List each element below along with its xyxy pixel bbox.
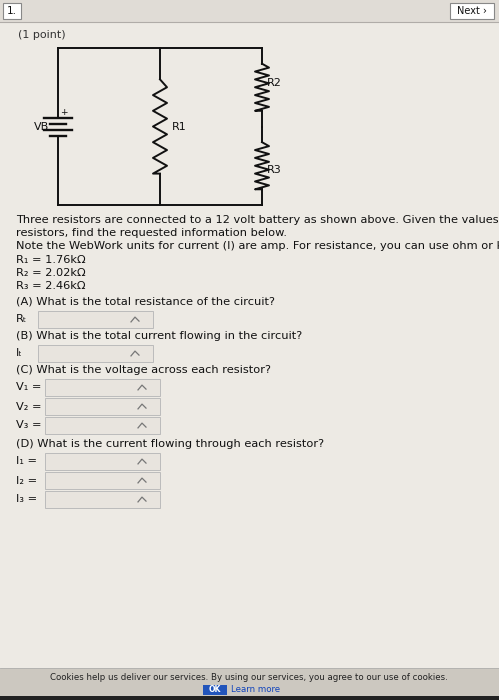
Bar — [0, 696, 499, 700]
Text: V₃ =: V₃ = — [16, 421, 41, 430]
Text: V₂ =: V₂ = — [16, 402, 41, 412]
Text: R3: R3 — [267, 164, 282, 175]
Text: I₂ =: I₂ = — [16, 475, 37, 486]
Text: R₁ = 1.76kΩ: R₁ = 1.76kΩ — [16, 255, 86, 265]
Bar — [45, 472, 160, 489]
Text: +: + — [60, 108, 68, 117]
Text: (C) What is the voltage across each resistor?: (C) What is the voltage across each resi… — [16, 365, 271, 375]
Text: Next ›: Next › — [457, 6, 487, 16]
Bar — [45, 379, 160, 396]
Bar — [0, 0, 499, 22]
Text: 1.: 1. — [7, 6, 17, 16]
Text: Learn more: Learn more — [231, 685, 280, 694]
Text: (B) What is the total current flowing in the circuit?: (B) What is the total current flowing in… — [16, 331, 302, 341]
Text: Iₜ: Iₜ — [16, 349, 23, 358]
Text: OK: OK — [209, 685, 221, 694]
Text: resistors, find the requested information below.: resistors, find the requested informatio… — [16, 228, 287, 238]
Text: Cookies help us deliver our services. By using our services, you agree to our us: Cookies help us deliver our services. By… — [50, 673, 448, 682]
Text: V₁ =: V₁ = — [16, 382, 41, 393]
Bar — [450, 3, 494, 19]
Text: R1: R1 — [172, 122, 187, 132]
Text: Rₜ: Rₜ — [16, 314, 27, 325]
Bar — [45, 491, 160, 508]
Text: Three resistors are connected to a 12 volt battery as shown above. Given the val: Three resistors are connected to a 12 vo… — [16, 215, 499, 225]
Text: I₃ =: I₃ = — [16, 494, 37, 505]
Text: R₂ = 2.02kΩ: R₂ = 2.02kΩ — [16, 268, 86, 278]
Bar — [38, 311, 153, 328]
Text: VB: VB — [34, 122, 49, 132]
Text: Note the WebWork units for current (I) are amp. For resistance, you can use ohm : Note the WebWork units for current (I) a… — [16, 241, 499, 251]
Text: R₃ = 2.46kΩ: R₃ = 2.46kΩ — [16, 281, 85, 291]
Bar — [203, 685, 227, 695]
Bar — [3, 3, 21, 19]
Bar — [45, 453, 160, 470]
Text: (1 point): (1 point) — [18, 30, 66, 40]
Bar — [38, 345, 153, 362]
Bar — [45, 398, 160, 415]
Text: I₁ =: I₁ = — [16, 456, 37, 466]
Text: (D) What is the current flowing through each resistor?: (D) What is the current flowing through … — [16, 439, 324, 449]
Text: R2: R2 — [267, 78, 282, 88]
Text: (A) What is the total resistance of the circuit?: (A) What is the total resistance of the … — [16, 297, 275, 307]
Bar — [0, 668, 499, 700]
Bar — [45, 417, 160, 434]
